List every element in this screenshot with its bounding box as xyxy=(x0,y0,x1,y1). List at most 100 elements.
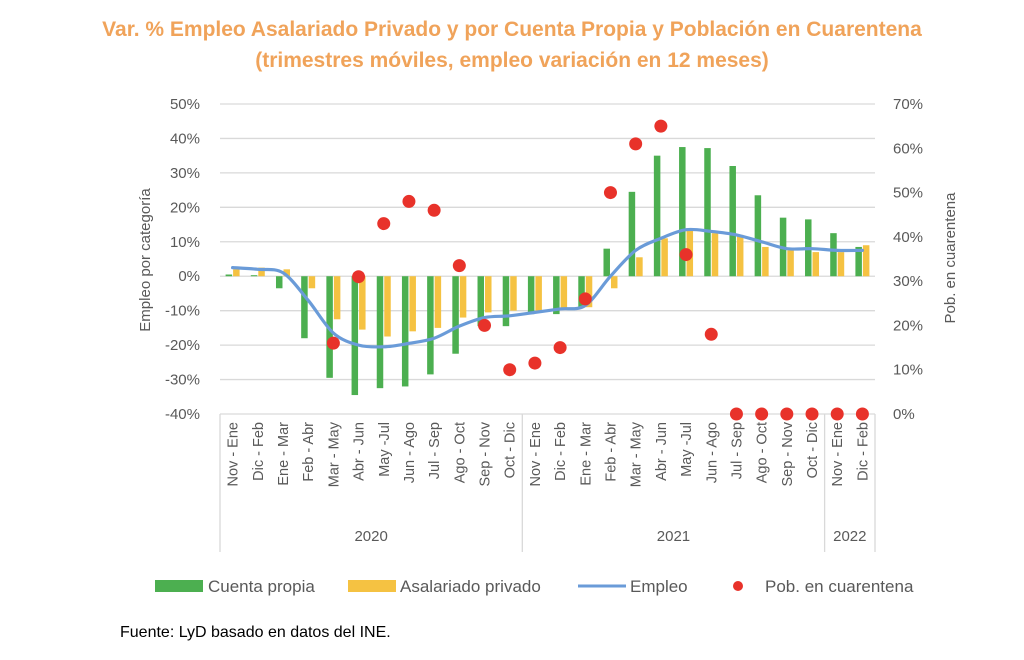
legend-label: Cuenta propia xyxy=(208,577,315,596)
legend: Cuenta propia Asalariado privado Empleo Pob… xyxy=(155,577,914,596)
x-tick-label: Abr - Jun xyxy=(654,422,670,481)
y-tick-label-left: -30% xyxy=(165,372,200,389)
bar-cuenta-propia xyxy=(704,148,711,277)
bar-asalariado-privado xyxy=(359,276,366,330)
bar-asalariado-privado xyxy=(459,276,467,318)
cuarentena-dot xyxy=(654,119,668,133)
chart-title: Var. % Empleo Asalariado Privado y por C… xyxy=(0,14,1024,76)
legend-label: Asalariado privado xyxy=(400,577,541,596)
y-tick-label-left: 20% xyxy=(170,199,200,216)
y-tick-label-right: 20% xyxy=(893,317,923,334)
bar-cuenta-propia xyxy=(225,274,233,277)
bar-asalariado-privado xyxy=(711,233,719,277)
x-tick-label: Feb - Abr xyxy=(301,422,317,482)
cuarentena-dot xyxy=(503,363,517,377)
bar-asalariado-privado xyxy=(333,276,341,320)
y-tick-label-left: -20% xyxy=(165,337,200,354)
empleo-line xyxy=(230,227,865,349)
cuarentena-dot xyxy=(603,186,617,200)
x-tick-label: Sep - Nov xyxy=(478,421,494,486)
bar-asalariado-privado xyxy=(258,267,265,277)
bar-cuenta-propia xyxy=(502,276,510,327)
cuarentena-dot xyxy=(704,327,718,341)
y-tick-label-left: 10% xyxy=(170,234,200,251)
x-group-label: 2020 xyxy=(354,528,387,545)
cuarentena-dot xyxy=(553,341,567,355)
bar-cuenta-propia xyxy=(553,276,560,315)
cuarentena-dot xyxy=(679,248,693,262)
x-tick-label: Sep - Nov xyxy=(780,421,796,486)
cuarentena-dot xyxy=(402,194,416,208)
y-tick-label-right: 0% xyxy=(893,406,915,423)
bar-cuenta-propia xyxy=(351,276,359,396)
bar-cuenta-propia xyxy=(401,276,409,387)
x-tick-label: Oct - Dic xyxy=(503,422,519,478)
bar-cuenta-propia xyxy=(729,166,736,277)
y-tick-label-left: -10% xyxy=(165,303,200,320)
x-axis: Nov - Ene Dic - Feb Ene - Mar Feb - Abr Mar … xyxy=(219,414,876,552)
gridlines xyxy=(220,103,875,415)
legend-item: Empleo xyxy=(578,577,688,596)
cuarentena-dot xyxy=(578,292,592,306)
bar-asalariado-privado xyxy=(535,276,542,311)
x-tick-label: Mar - May xyxy=(326,421,342,487)
x-tick-label: Jun - Ago xyxy=(704,422,720,483)
legend-item: Cuenta propia xyxy=(155,577,315,596)
legend-swatch-dot xyxy=(733,581,743,591)
cuarentena-dot xyxy=(729,407,743,421)
cuarentena-dot xyxy=(478,318,492,332)
y-axis-right: 0% 10% 20% 30% 40% 50% 60% 70% xyxy=(893,96,923,423)
bar-asalariado-privado xyxy=(585,276,593,308)
bar-cuenta-propia xyxy=(653,155,661,277)
bar-asalariado-privado xyxy=(510,276,517,311)
cuarentena-dot xyxy=(805,407,819,421)
bar-cuenta-propia xyxy=(628,191,636,277)
cuarentena-dot xyxy=(780,407,794,421)
y-tick-label-left: -40% xyxy=(165,406,200,423)
y-tick-label-right: 40% xyxy=(893,229,923,246)
x-tick-label: May -Jul xyxy=(679,422,695,477)
chart-title-line1: Var. % Empleo Asalariado Privado y por C… xyxy=(102,18,922,41)
bar-cuenta-propia xyxy=(275,276,283,289)
x-tick-label: Nov - Ene xyxy=(528,422,544,486)
y-tick-label-right: 30% xyxy=(893,273,923,290)
bar-asalariado-privado xyxy=(610,276,618,289)
bar-asalariado-privado xyxy=(485,276,492,313)
x-tick-label: Feb - Abr xyxy=(603,422,619,482)
cuarentena-dot xyxy=(427,203,441,217)
legend-swatch-cuenta-propia xyxy=(155,580,203,592)
bar-cuenta-propia xyxy=(250,275,258,277)
bar-cuenta-propia xyxy=(603,248,610,277)
bar-cuenta-propia xyxy=(452,276,459,354)
x-group-label: 2022 xyxy=(833,528,866,545)
y-tick-label-right: 60% xyxy=(893,140,923,157)
x-tick-label: Jun - Ago xyxy=(402,422,418,483)
cuarentena-dot xyxy=(629,137,643,151)
cuarentena-dot xyxy=(855,407,869,421)
bar-asalariado-privado xyxy=(434,276,442,328)
bar-asalariado-privado xyxy=(308,276,316,289)
y-tick-label-left: 50% xyxy=(170,96,200,113)
x-tick-label: Dic - Feb xyxy=(251,422,267,481)
y-tick-label-right: 10% xyxy=(893,362,923,379)
x-tick-label: Ago - Oct xyxy=(452,422,468,483)
x-tick-label: Oct - Dic xyxy=(805,422,821,478)
legend-label: Pob. en cuarentena xyxy=(765,577,914,596)
cuarentena-dot xyxy=(377,217,391,231)
bar-cuenta-propia xyxy=(376,276,384,389)
bar-cuenta-propia xyxy=(754,195,762,277)
bar-cuenta-propia xyxy=(301,276,308,339)
x-tick-label: Ene - Mar xyxy=(276,422,292,486)
cuarentena-dot xyxy=(755,407,769,421)
bars xyxy=(225,147,870,396)
cuarentena-dot xyxy=(352,270,366,284)
chart-canvas: -40% -30% -20% -10% 0% 10% 20% 30% 40% 50% 0% 10% 2… xyxy=(137,96,959,596)
bar-asalariado-privado xyxy=(409,276,416,332)
x-tick-label: Mar - May xyxy=(629,421,645,487)
legend-item: Pob. en cuarentena xyxy=(733,577,914,596)
bar-asalariado-privado xyxy=(283,269,290,277)
x-tick-label: Jul - Sep xyxy=(729,422,745,479)
cuarentena-dots xyxy=(326,119,869,421)
x-tick-label: Nov - Ene xyxy=(830,422,846,486)
bar-asalariado-privado xyxy=(560,276,568,309)
